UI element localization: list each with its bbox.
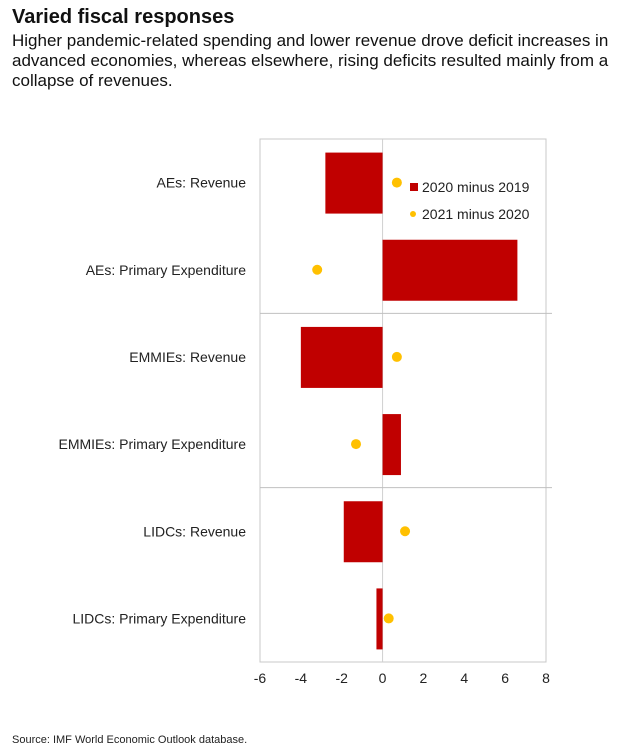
x-tick-label: 2 <box>420 670 428 686</box>
dot-2021-minus-2020 <box>400 526 411 537</box>
x-tick-label: -6 <box>254 670 267 686</box>
bar-2020-minus-2019 <box>382 414 401 476</box>
x-tick-label: 4 <box>460 670 468 686</box>
category-label: EMMIEs: Revenue <box>129 349 246 365</box>
category-label: LIDCs: Revenue <box>143 523 246 539</box>
chart-title: Varied fiscal responses <box>12 6 235 28</box>
bar-2020-minus-2019 <box>343 501 383 563</box>
legend-label: 2020 minus 2019 <box>422 179 530 195</box>
bar-2020-minus-2019 <box>376 588 383 650</box>
plot-frame <box>259 138 547 663</box>
dot-2021-minus-2020 <box>312 264 323 275</box>
category-label: AEs: Primary Expenditure <box>86 262 246 278</box>
dot-2021-minus-2020 <box>383 613 394 624</box>
source-note: Source: IMF World Economic Outlook datab… <box>12 734 248 746</box>
bar-2020-minus-2019 <box>300 326 383 388</box>
x-tick-label: -4 <box>295 670 308 686</box>
category-label: LIDCs: Primary Expenditure <box>72 610 246 626</box>
dot-2021-minus-2020 <box>391 177 402 188</box>
category-label: EMMIEs: Primary Expenditure <box>59 436 247 452</box>
legend-label: 2021 minus 2020 <box>422 206 530 222</box>
x-tick-label: 0 <box>379 670 387 686</box>
legend-swatch-dot <box>410 211 416 217</box>
dot-2021-minus-2020 <box>351 439 362 450</box>
x-tick-label: -2 <box>335 670 348 686</box>
bar-2020-minus-2019 <box>382 239 518 301</box>
category-label: AEs: Revenue <box>157 175 247 191</box>
chart: AEs: Revenue AEs: Primary Expenditure EMMI… <box>59 138 552 686</box>
dot-2021-minus-2020 <box>391 351 402 362</box>
bar-2020-minus-2019 <box>325 152 383 214</box>
chart-subtitle: Higher pandemic-related spending and low… <box>12 31 609 90</box>
legend-swatch-bar <box>410 183 418 191</box>
x-tick-label: 6 <box>501 670 509 686</box>
x-tick-label: 8 <box>542 670 550 686</box>
